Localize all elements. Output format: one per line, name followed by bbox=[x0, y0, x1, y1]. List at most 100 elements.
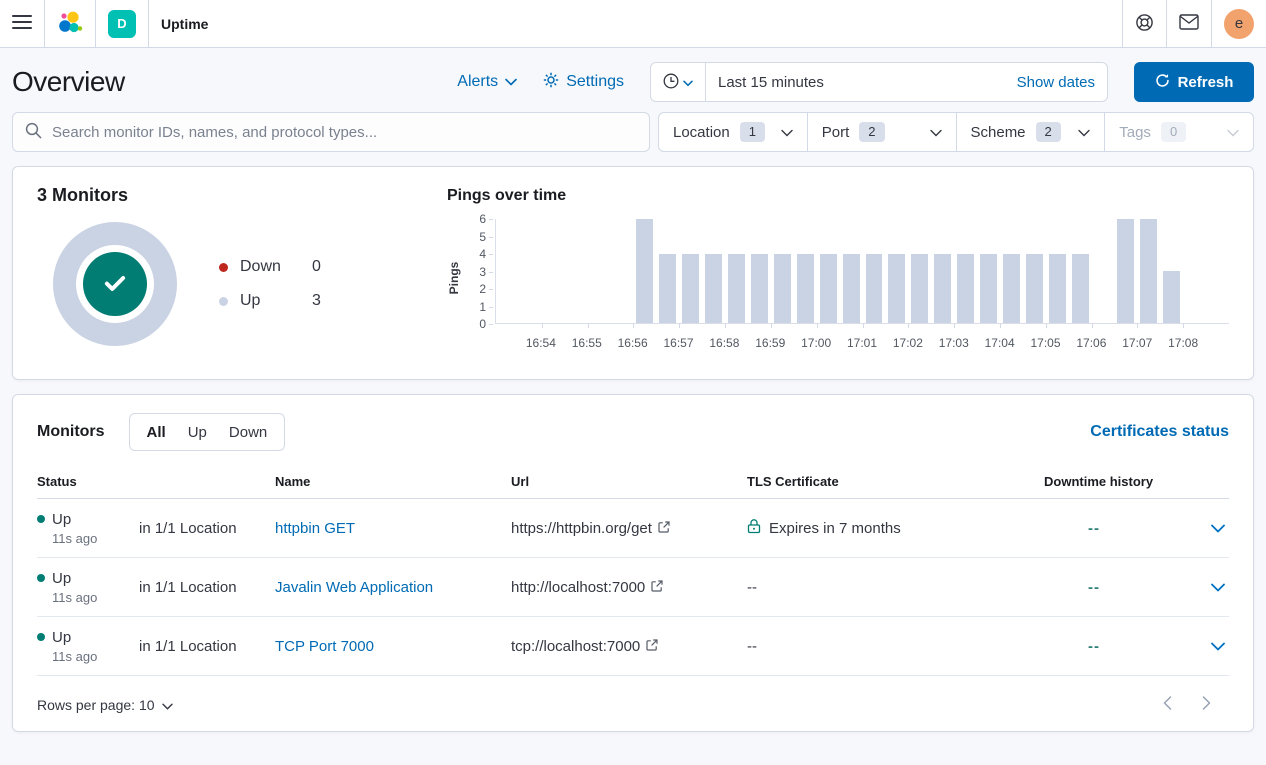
date-picker: Last 15 minutes Show dates bbox=[650, 62, 1108, 102]
location-text: in 1/1 Location bbox=[139, 638, 275, 655]
user-avatar[interactable]: e bbox=[1224, 9, 1254, 39]
ping-bar bbox=[888, 254, 905, 323]
alerts-label: Alerts bbox=[457, 73, 498, 91]
status-filter-tabs: All Up Down bbox=[129, 413, 286, 451]
monitors-table: Status Name Url TLS Certificate Downtime… bbox=[37, 465, 1229, 676]
x-tick-label: 16:55 bbox=[572, 336, 602, 350]
up-status-dot-icon bbox=[37, 574, 45, 582]
search-input[interactable] bbox=[52, 124, 637, 141]
help-button[interactable] bbox=[1135, 13, 1154, 35]
x-tick-label: 17:08 bbox=[1168, 336, 1198, 350]
x-tick-label: 17:01 bbox=[847, 336, 877, 350]
downtime-history: -- bbox=[1044, 579, 1192, 596]
expand-row-button[interactable] bbox=[1192, 520, 1229, 537]
external-link-icon bbox=[651, 579, 663, 596]
settings-button[interactable]: Settings bbox=[543, 72, 624, 93]
settings-label: Settings bbox=[566, 73, 624, 91]
rows-per-page-button[interactable]: Rows per page: 10 bbox=[37, 697, 173, 713]
time-range-value[interactable]: Last 15 minutes bbox=[706, 74, 1005, 91]
pings-chart-ylabel: Pings bbox=[447, 255, 461, 301]
filter-scheme-label: Scheme bbox=[971, 124, 1026, 141]
filter-port-label: Port bbox=[822, 124, 850, 141]
pings-chart-xaxis: 16:5416:5516:5616:5716:5816:5917:0017:01… bbox=[495, 324, 1229, 354]
monitor-url-link[interactable]: https://httpbin.org/get bbox=[511, 520, 747, 537]
x-tick-label: 17:06 bbox=[1076, 336, 1106, 350]
external-link-icon bbox=[658, 520, 670, 537]
status-ago: 11s ago bbox=[52, 531, 139, 546]
monitors-panel: Monitors All Up Down Certificates status… bbox=[12, 394, 1254, 732]
ping-bar bbox=[797, 254, 814, 323]
expand-row-button[interactable] bbox=[1192, 638, 1229, 655]
refresh-label: Refresh bbox=[1178, 74, 1234, 91]
monitor-name-link[interactable]: Javalin Web Application bbox=[275, 579, 511, 596]
chevron-left-icon bbox=[1163, 696, 1172, 713]
downtime-history: -- bbox=[1044, 520, 1192, 537]
monitor-name-link[interactable]: TCP Port 7000 bbox=[275, 638, 511, 655]
x-tick-label: 16:56 bbox=[618, 336, 648, 350]
snapshot-panel: 3 Monitors Down 0 bbox=[12, 166, 1254, 380]
filter-scheme-button[interactable]: Scheme 2 bbox=[956, 113, 1105, 151]
filter-tags-button[interactable]: Tags 0 bbox=[1104, 113, 1253, 151]
alerts-dropdown-button[interactable]: Alerts bbox=[457, 73, 517, 91]
lock-icon bbox=[747, 518, 761, 538]
monitors-title: Monitors bbox=[37, 423, 105, 441]
ping-bar bbox=[1072, 254, 1089, 323]
legend-up-value: 3 bbox=[312, 292, 321, 310]
show-dates-button[interactable]: Show dates bbox=[1005, 74, 1107, 91]
top-bar: D Uptime e bbox=[0, 0, 1266, 48]
check-icon bbox=[100, 268, 130, 301]
column-url: Url bbox=[511, 474, 747, 489]
ping-bar bbox=[682, 254, 699, 323]
chevron-down-icon bbox=[1211, 579, 1225, 596]
chevron-down-icon bbox=[505, 73, 517, 91]
chevron-down-icon bbox=[930, 124, 942, 141]
column-status: Status bbox=[37, 474, 275, 489]
space-badge[interactable]: D bbox=[108, 10, 136, 38]
pings-chart-plot bbox=[495, 219, 1229, 324]
x-tick-label: 17:03 bbox=[939, 336, 969, 350]
up-status-dot-icon bbox=[37, 633, 45, 641]
filter-port-button[interactable]: Port 2 bbox=[807, 113, 956, 151]
y-tick-label: 0 bbox=[479, 317, 486, 331]
status-text: Up bbox=[52, 511, 71, 528]
tab-all[interactable]: All bbox=[136, 424, 177, 441]
x-tick-label: 16:54 bbox=[526, 336, 556, 350]
chevron-right-icon bbox=[1202, 696, 1211, 713]
downtime-history: -- bbox=[1044, 638, 1192, 655]
y-tick-label: 1 bbox=[479, 300, 486, 314]
next-page-button[interactable] bbox=[1202, 696, 1211, 713]
tab-up[interactable]: Up bbox=[177, 424, 218, 441]
y-tick-label: 2 bbox=[479, 282, 486, 296]
ping-bar bbox=[957, 254, 974, 323]
gear-icon bbox=[543, 72, 559, 93]
monitor-url-link[interactable]: http://localhost:7000 bbox=[511, 579, 747, 596]
up-dot-icon bbox=[219, 297, 228, 306]
certificates-status-link[interactable]: Certificates status bbox=[1090, 423, 1229, 441]
pings-chart-yaxis: 0123456 bbox=[465, 219, 495, 324]
x-tick-label: 17:02 bbox=[893, 336, 923, 350]
ping-bar bbox=[820, 254, 837, 323]
elastic-logo-icon[interactable] bbox=[57, 11, 83, 37]
x-tick-label: 16:57 bbox=[663, 336, 693, 350]
expand-row-button[interactable] bbox=[1192, 579, 1229, 596]
previous-page-button[interactable] bbox=[1163, 696, 1172, 713]
menu-hamburger-button[interactable] bbox=[12, 14, 32, 33]
refresh-button[interactable]: Refresh bbox=[1134, 62, 1254, 102]
y-tick-label: 3 bbox=[479, 265, 486, 279]
down-dot-icon bbox=[219, 263, 228, 272]
location-text: in 1/1 Location bbox=[139, 520, 275, 537]
up-status-dot-icon bbox=[37, 515, 45, 523]
newsfeed-button[interactable] bbox=[1179, 14, 1199, 33]
filter-location-button[interactable]: Location 1 bbox=[659, 113, 807, 151]
table-row: Up 11s ago in 1/1 Location httpbin GET h… bbox=[37, 499, 1229, 558]
location-text: in 1/1 Location bbox=[139, 579, 275, 596]
filter-tags-label: Tags bbox=[1119, 124, 1151, 141]
status-ago: 11s ago bbox=[52, 590, 139, 605]
chevron-down-icon bbox=[781, 124, 793, 141]
tab-down[interactable]: Down bbox=[218, 424, 278, 441]
breadcrumb[interactable]: Uptime bbox=[161, 16, 208, 32]
quick-select-button[interactable] bbox=[651, 63, 706, 101]
monitor-name-link[interactable]: httpbin GET bbox=[275, 520, 511, 537]
monitor-url-link[interactable]: tcp://localhost:7000 bbox=[511, 638, 747, 655]
legend-down-value: 0 bbox=[312, 258, 321, 276]
